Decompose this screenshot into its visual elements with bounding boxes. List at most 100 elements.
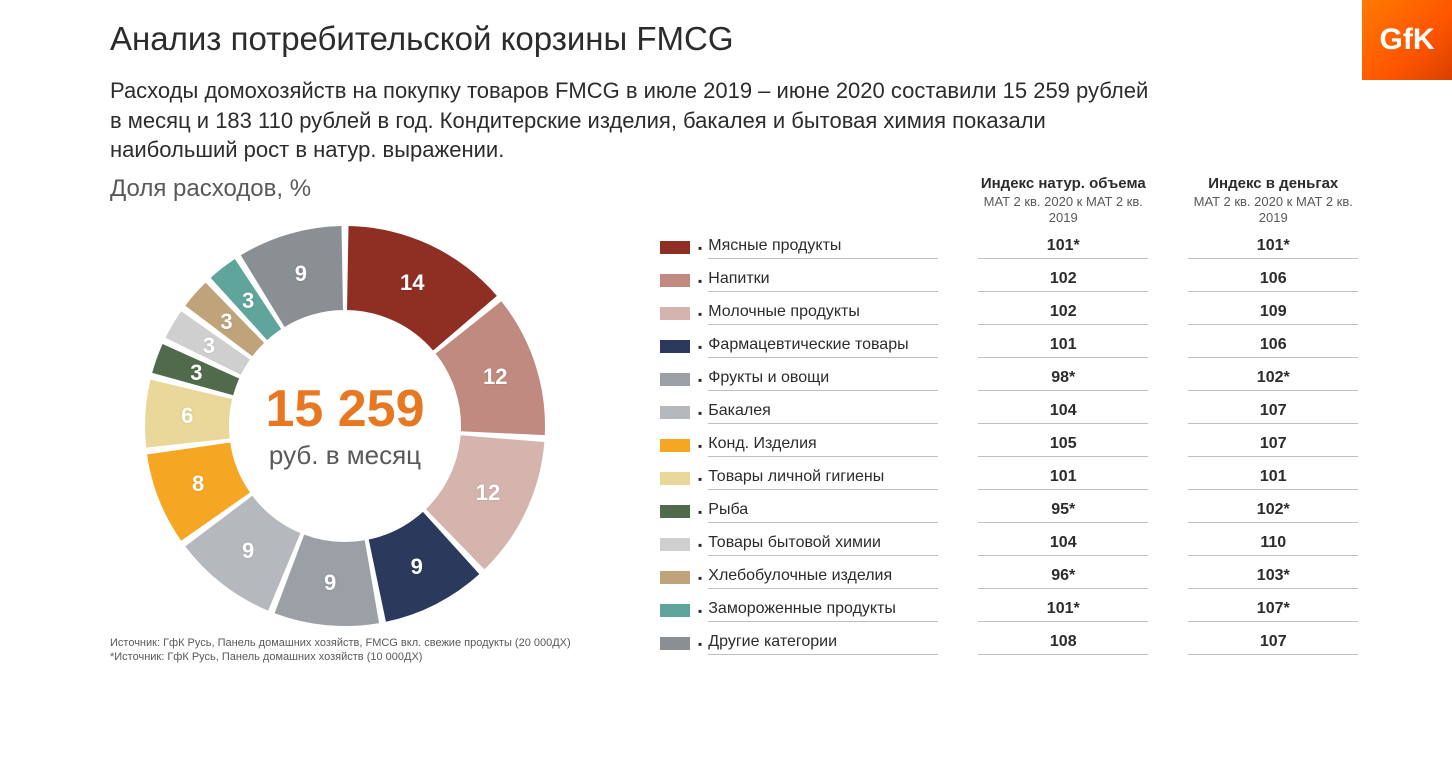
center-unit: руб. в месяц xyxy=(265,440,424,471)
col1-title: Индекс натур. объема xyxy=(978,175,1148,192)
category-label: Хлебобулочные изделия xyxy=(708,567,938,589)
category-label: Молочные продукты xyxy=(708,303,938,325)
table-row: ▪ Молочные продукты 102 109 xyxy=(660,297,1358,330)
volume-index-value: 101 xyxy=(978,468,1148,490)
footnotes: Источник: ГфК Русь, Панель домашних хозя… xyxy=(110,636,571,665)
category-label: Фрукты и овощи xyxy=(708,369,938,391)
category-label: Напитки xyxy=(708,270,938,292)
bullet-icon: ▪ xyxy=(698,604,702,618)
donut-chart: 15 259 руб. в месяц 1412129998633339 xyxy=(130,211,560,641)
index-table: Индекс натур. объема MAT 2 кв. 2020 к MA… xyxy=(660,175,1358,660)
center-value: 15 259 xyxy=(265,381,424,438)
volume-index-value: 102 xyxy=(978,303,1148,325)
category-label: Другие категории xyxy=(708,633,938,655)
bullet-icon: ▪ xyxy=(698,406,702,420)
category-label: Товары личной гигиены xyxy=(708,468,938,490)
table-row: ▪Товары бытовой химии104110 xyxy=(660,528,1358,561)
volume-index-value: 105 xyxy=(978,435,1148,457)
donut-slice-label: 3 xyxy=(190,360,202,386)
category-label: Мясные продукты xyxy=(708,237,938,259)
col-header-money: Индекс в деньгах MAT 2 кв. 2020 к MAT 2 … xyxy=(1188,175,1358,225)
money-index-value: 102* xyxy=(1188,369,1358,391)
donut-slice-label: 3 xyxy=(220,309,232,335)
legend-swatch xyxy=(660,439,690,452)
donut-slice-label: 3 xyxy=(242,288,254,314)
money-index-value: 101 xyxy=(1188,468,1358,490)
volume-index-value: 101* xyxy=(978,237,1148,259)
donut-slice-label: 3 xyxy=(203,333,215,359)
table-row: ▪Мясные продукты101*101* xyxy=(660,231,1358,264)
donut-slice-label: 12 xyxy=(483,364,507,390)
legend-swatch xyxy=(660,307,690,320)
bullet-icon: ▪ xyxy=(698,274,702,288)
bullet-icon: ▪ xyxy=(698,505,702,519)
bullet-icon: ▪ xyxy=(698,538,702,552)
donut-slice-label: 6 xyxy=(181,403,193,429)
category-label: Рыба xyxy=(708,501,938,523)
bullet-icon: ▪ xyxy=(698,571,702,585)
money-index-value: 106 xyxy=(1188,270,1358,292)
table-header-row: Индекс натур. объема MAT 2 кв. 2020 к MA… xyxy=(660,175,1358,225)
col1-sub: MAT 2 кв. 2020 к MAT 2 кв. 2019 xyxy=(978,194,1148,225)
money-index-value: 107* xyxy=(1188,600,1358,622)
legend-swatch xyxy=(660,241,690,254)
volume-index-value: 104 xyxy=(978,534,1148,556)
chart-title: Доля расходов, % xyxy=(110,175,630,203)
footnote-1: Источник: ГфК Русь, Панель домашних хозя… xyxy=(110,636,571,650)
category-label: Замороженные продукты xyxy=(708,600,938,622)
volume-index-value: 96* xyxy=(978,567,1148,589)
volume-index-value: 101 xyxy=(978,336,1148,358)
table-row: ▪Бакалея104107 xyxy=(660,396,1358,429)
legend-swatch xyxy=(660,637,690,650)
table-row: ▪ Товары личной гигиены 101 101 xyxy=(660,462,1358,495)
bullet-icon: ▪ xyxy=(698,373,702,387)
volume-index-value: 108 xyxy=(978,633,1148,655)
volume-index-value: 98* xyxy=(978,369,1148,391)
donut-slice-label: 14 xyxy=(400,270,424,296)
donut-slice-label: 8 xyxy=(192,471,204,497)
col2-title: Индекс в деньгах xyxy=(1188,175,1358,192)
legend-swatch xyxy=(660,373,690,386)
table-row: ▪ Хлебобулочные изделия 96* 103* xyxy=(660,561,1358,594)
volume-index-value: 104 xyxy=(978,402,1148,424)
gfk-logo: GfK xyxy=(1362,0,1452,80)
money-index-value: 109 xyxy=(1188,303,1358,325)
donut-slice-label: 9 xyxy=(411,554,423,580)
volume-index-value: 102 xyxy=(978,270,1148,292)
bullet-icon: ▪ xyxy=(698,472,702,486)
table-row: ▪ Другие категории 108 107 xyxy=(660,627,1358,660)
category-label: Фармацевтические товары xyxy=(708,336,938,358)
legend-swatch xyxy=(660,538,690,551)
donut-slice-label: 9 xyxy=(324,570,336,596)
legend-swatch xyxy=(660,604,690,617)
legend-swatch xyxy=(660,571,690,584)
money-index-value: 107 xyxy=(1188,402,1358,424)
table-row: ▪ Замороженные продукты 101* 107* xyxy=(660,594,1358,627)
donut-slice-label: 12 xyxy=(476,480,500,506)
bullet-icon: ▪ xyxy=(698,340,702,354)
money-index-value: 103* xyxy=(1188,567,1358,589)
money-index-value: 107 xyxy=(1188,435,1358,457)
table-row: ▪ Фрукты и овощи 98* 102* xyxy=(660,363,1358,396)
legend-swatch xyxy=(660,340,690,353)
money-index-value: 107 xyxy=(1188,633,1358,655)
bullet-icon: ▪ xyxy=(698,637,702,651)
footnote-2: *Источник: ГфК Русь, Панель домашних хоз… xyxy=(110,650,571,664)
table-row: ▪ Фармацевтические товары 101 106 xyxy=(660,330,1358,363)
legend-swatch xyxy=(660,406,690,419)
page-title: Анализ потребительской корзины FMCG xyxy=(110,20,1342,58)
col2-sub: MAT 2 кв. 2020 к MAT 2 кв. 2019 xyxy=(1188,194,1358,225)
col-header-volume: Индекс натур. объема MAT 2 кв. 2020 к MA… xyxy=(978,175,1148,225)
volume-index-value: 101* xyxy=(978,600,1148,622)
bullet-icon: ▪ xyxy=(698,241,702,255)
subtitle-text: Расходы домохозяйств на покупку товаров … xyxy=(110,76,1160,165)
money-index-value: 110 xyxy=(1188,534,1358,556)
bullet-icon: ▪ xyxy=(698,439,702,453)
category-label: Конд. Изделия xyxy=(708,435,938,457)
table-row: ▪Рыба95*102* xyxy=(660,495,1358,528)
donut-slice-label: 9 xyxy=(242,538,254,564)
bullet-icon: ▪ xyxy=(698,307,702,321)
money-index-value: 106 xyxy=(1188,336,1358,358)
donut-center: 15 259 руб. в месяц xyxy=(265,381,424,471)
volume-index-value: 95* xyxy=(978,501,1148,523)
